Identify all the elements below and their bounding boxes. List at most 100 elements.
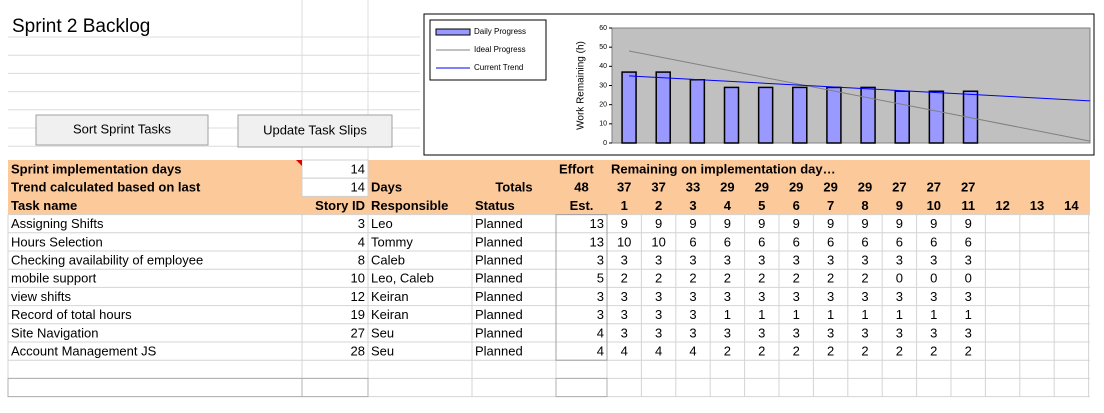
daily-total: 29 [720,180,734,195]
daily-total: 29 [789,180,803,195]
status: Planned [475,216,523,231]
daily-total: 27 [892,180,906,195]
bar [792,86,808,144]
remaining: 1 [965,307,972,322]
bar [860,86,876,144]
remaining: 3 [724,325,731,340]
remaining: 4 [655,344,662,359]
day-header: 14 [1064,198,1079,213]
responsible: Leo [371,216,393,231]
remaining: 1 [724,307,731,322]
column-header: Task name [11,198,77,213]
day-header: 10 [927,198,941,213]
daily-total: 37 [651,180,665,195]
remaining: 10 [617,234,631,249]
remaining: 6 [896,234,903,249]
day-header: 9 [896,198,903,213]
daily-total: 27 [927,180,941,195]
remaining: 6 [861,234,868,249]
empty-cell [7,377,303,398]
remaining: 9 [758,216,765,231]
remaining: 3 [827,253,834,268]
label: Totals [495,180,532,195]
bar [621,71,637,144]
responsible: Leo, Caleb [371,271,434,286]
label: Sprint implementation days [11,162,181,177]
remaining: 2 [724,344,731,359]
empty-cell [555,377,608,398]
label: Trend calculated based on last [11,180,201,195]
remaining: 6 [689,234,696,249]
day-header: 8 [861,198,868,213]
remaining: 3 [724,289,731,304]
day-header: 12 [995,198,1009,213]
estimate: 13 [590,234,604,249]
button[interactable] [35,114,209,146]
remaining: 3 [930,289,937,304]
remaining: 1 [930,307,937,322]
status: Planned [475,234,523,249]
legend-label: Daily Progress [474,27,526,36]
column-header: Responsible [371,198,448,213]
remaining: 3 [965,253,972,268]
remaining: 3 [861,325,868,340]
bar [894,90,910,144]
button-label[interactable]: Update Task Slips [263,122,367,137]
column-header: Story ID [315,198,365,213]
responsible: Seu [371,325,394,340]
input-cell [301,177,369,197]
remaining: 2 [758,271,765,286]
responsible: Keiran [371,289,409,304]
remaining: 3 [793,289,800,304]
remaining: 2 [861,344,868,359]
task-name: Hours Selection [11,234,103,249]
remaining: 3 [896,325,903,340]
line [628,50,1091,142]
remaining: 6 [930,234,937,249]
y-tick-label: 60 [599,25,607,32]
remaining: 3 [827,325,834,340]
status: Planned [475,253,523,268]
remaining: 3 [689,307,696,322]
status: Planned [475,307,523,322]
remaining: 6 [793,234,800,249]
bar [826,86,842,144]
remaining: 1 [758,307,765,322]
task-name: Account Management JS [11,344,157,359]
status: Planned [475,344,523,359]
legend-swatch [435,28,471,36]
header-bg [8,160,1090,215]
remaining: 3 [689,253,696,268]
remaining: 0 [965,271,972,286]
status: Planned [475,271,523,286]
remaining: 9 [724,216,731,231]
remaining: 6 [965,234,972,249]
y-tick-label: 50 [599,44,607,51]
remaining: 3 [861,289,868,304]
label: Days [371,180,402,195]
remaining: 3 [655,289,662,304]
story-id: 3 [358,216,365,231]
story-id: 19 [351,307,365,322]
story-id: 27 [351,325,365,340]
y-tick-label: 40 [599,63,607,70]
button[interactable] [237,114,393,148]
remaining: 2 [793,271,800,286]
remaining: 9 [621,216,628,231]
story-id: 8 [358,253,365,268]
remaining: 2 [896,344,903,359]
remaining: 9 [655,216,662,231]
label: Effort [559,162,594,177]
bar [723,86,740,144]
remaining: 2 [965,344,972,359]
button-label[interactable]: Sort Sprint Tasks [73,121,172,136]
bar [962,90,979,144]
remaining: 3 [965,325,972,340]
remaining: 9 [965,216,972,231]
remaining: 3 [655,307,662,322]
remaining: 3 [896,289,903,304]
remaining: 0 [930,271,937,286]
remaining: 3 [827,289,834,304]
y-axis-label: Work Remaining (h) [576,41,587,130]
remaining: 3 [896,253,903,268]
